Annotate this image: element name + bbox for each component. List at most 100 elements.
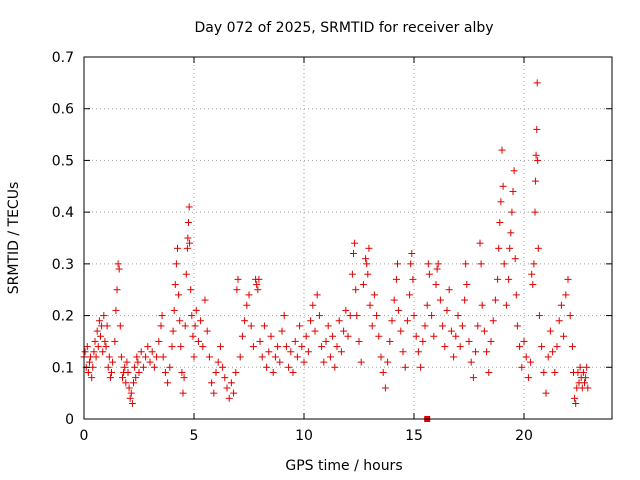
data-point [557, 301, 565, 309]
grid-lines [84, 57, 612, 419]
data-point [551, 368, 559, 376]
data-point [221, 374, 229, 382]
data-point [309, 301, 317, 309]
data-point [117, 353, 125, 361]
data-point [506, 244, 514, 252]
data-point [355, 337, 363, 345]
data-point [291, 337, 299, 345]
data-point [124, 368, 132, 376]
data-point [510, 167, 518, 175]
data-point [318, 343, 326, 351]
data-point [423, 301, 431, 309]
data-point [412, 332, 420, 340]
data-point [392, 275, 400, 283]
data-point [403, 317, 411, 325]
data-point [461, 296, 469, 304]
data-point [351, 239, 359, 247]
data-point [357, 358, 365, 366]
data-point [529, 281, 537, 289]
data-point [115, 265, 123, 273]
data-point [467, 358, 475, 366]
data-point [313, 291, 321, 299]
data-point [443, 306, 451, 314]
data-point [397, 327, 405, 335]
data-point [260, 322, 268, 330]
data-point [417, 363, 425, 371]
data-point [531, 208, 539, 216]
data-point [153, 353, 161, 361]
data-point [478, 301, 486, 309]
data-point [122, 379, 130, 387]
data-point [406, 291, 414, 299]
data-point [269, 368, 277, 376]
data-point [454, 312, 462, 320]
data-point [210, 389, 218, 397]
data-point [86, 358, 93, 366]
data-point [364, 270, 372, 278]
data-point [520, 337, 528, 345]
data-point [564, 275, 572, 283]
data-point [535, 312, 543, 320]
data-point [433, 265, 441, 273]
data-point [528, 270, 536, 278]
data-point [121, 363, 129, 371]
data-point [105, 353, 113, 361]
data-point [546, 327, 554, 335]
data-point [409, 275, 417, 283]
data-point [161, 368, 169, 376]
data-point [271, 353, 279, 361]
data-point [436, 296, 444, 304]
data-point [263, 363, 271, 371]
data-point [171, 281, 179, 289]
data-point [304, 348, 312, 356]
data-point [320, 358, 328, 366]
data-point [127, 389, 135, 397]
x-axis-label: GPS time / hours [285, 458, 402, 474]
y-tick-label: 0 [65, 412, 74, 428]
data-point [370, 291, 378, 299]
data-point [512, 291, 520, 299]
data-point [581, 379, 588, 387]
data-point [456, 343, 464, 351]
data-point [462, 260, 470, 268]
data-point [522, 353, 530, 361]
y-tick-label: 0.1 [52, 360, 74, 376]
data-point [189, 332, 197, 340]
data-point [238, 332, 246, 340]
data-point [350, 250, 357, 258]
data-point [300, 358, 308, 366]
data-point [491, 296, 499, 304]
data-point [172, 260, 180, 268]
data-point [205, 353, 213, 361]
data-point [150, 363, 158, 371]
data-point [335, 317, 343, 325]
data-point [103, 322, 111, 330]
data-point [500, 260, 508, 268]
data-point [102, 343, 110, 351]
y-tick-label: 0.3 [52, 257, 74, 273]
data-point [375, 332, 383, 340]
x-tick-label: 15 [405, 428, 423, 444]
data-point [499, 182, 507, 190]
data-point [555, 317, 563, 325]
data-point [324, 322, 332, 330]
data-point [186, 239, 194, 247]
data-point [155, 337, 163, 345]
data-point [485, 368, 493, 376]
data-point [230, 389, 238, 397]
data-point [583, 363, 591, 371]
data-point [322, 337, 330, 345]
data-point [421, 322, 429, 330]
data-point [199, 343, 207, 351]
data-point [296, 322, 304, 330]
data-point [113, 286, 121, 294]
data-point [326, 353, 334, 361]
data-point [245, 291, 253, 299]
data-point [568, 343, 576, 351]
data-point [181, 322, 189, 330]
data-point [477, 260, 485, 268]
data-point [390, 296, 398, 304]
data-point [166, 363, 174, 371]
data-point [480, 327, 488, 335]
